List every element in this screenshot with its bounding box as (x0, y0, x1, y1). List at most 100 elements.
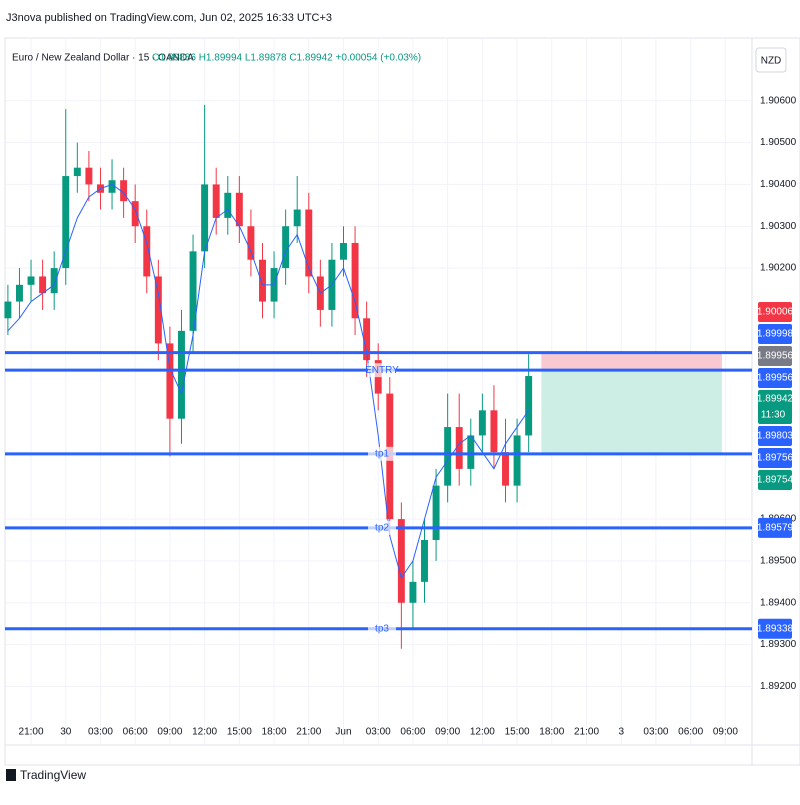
price-tag (758, 301, 792, 322)
x-tick-label: 12:00 (470, 727, 495, 738)
price-tag-label: 1.89803 (757, 431, 794, 442)
x-tick-label: 09:00 (157, 727, 182, 738)
logo (6, 769, 16, 781)
x-tick-label: 06:00 (123, 727, 148, 738)
currency-box[interactable] (755, 47, 787, 73)
candle-body (212, 184, 220, 218)
x-tick-label: 15:00 (505, 727, 530, 738)
price-tag-label: 1.89756 (757, 453, 794, 464)
y-tick-label: 1.89200 (760, 681, 797, 692)
candle-body (502, 452, 509, 486)
x-tick-label: 09:00 (435, 727, 460, 738)
x-tick-label: 03:00 (366, 727, 391, 738)
bar-countdown: 11:30 (761, 410, 786, 421)
y-tick-label: 1.90300 (760, 221, 797, 232)
price-tag (758, 345, 792, 366)
candle-body (282, 226, 290, 269)
price-tag-label: 1.89942 (757, 394, 794, 405)
candle-body (224, 192, 232, 218)
currency: NZD (761, 56, 782, 67)
candle-body (15, 284, 23, 302)
chart-frame (4, 37, 800, 766)
moving-average (7, 183, 530, 579)
candle-body (363, 318, 371, 361)
y-tick-label: 1.90500 (760, 137, 797, 148)
candle-body (513, 435, 521, 486)
candle-body (39, 276, 47, 294)
x-tick-label: 06:00 (678, 727, 703, 738)
candle-body (62, 176, 70, 269)
candle-body (478, 410, 486, 436)
x-tick-label: 21:00 (19, 727, 44, 738)
publish-info: J3nova published on TradingView.com, Jun… (6, 12, 332, 24)
footer-brand: TradingView (20, 768, 86, 782)
y-tick-label: 1.90400 (760, 179, 797, 190)
price-tag-label: 1.89956 (757, 373, 794, 384)
candle-body (143, 226, 151, 277)
y-tick-label: 1.89400 (760, 597, 797, 608)
price-tag-label: 1.89338 (757, 623, 794, 634)
y-tick-label: 1.89300 (760, 639, 797, 650)
level-label: tp2 (375, 523, 389, 534)
candle-body (467, 435, 475, 469)
price-tag (758, 618, 792, 639)
candle-body (85, 167, 93, 185)
price-tag-label: 1.89579 (757, 523, 794, 534)
candle-body (432, 485, 440, 541)
x-tick-label: 21:00 (574, 727, 599, 738)
candle-body (108, 180, 116, 193)
x-tick-label: 18:00 (262, 727, 287, 738)
y-tick-label: 1.89500 (760, 556, 797, 567)
candle-body (120, 180, 128, 202)
level-label: tp3 (375, 623, 389, 634)
level-label-bg (368, 446, 396, 461)
target-zone (541, 370, 722, 454)
price-tag-label: 1.89754 (757, 475, 794, 486)
candle-body (444, 427, 452, 486)
x-tick-label: 21:00 (296, 727, 321, 738)
candle-body (201, 184, 209, 252)
x-tick-label: 03:00 (88, 727, 113, 738)
x-tick-label: 18:00 (539, 727, 564, 738)
candle-body (247, 226, 255, 260)
price-tag-label: 1.89998 (757, 329, 794, 340)
ohlc-values: O1.89886 H1.89994 L1.89878 C1.89942 +0.0… (152, 53, 421, 64)
candle-body (259, 259, 266, 302)
price-tag (758, 323, 792, 344)
x-tick-label: 3 (618, 727, 624, 738)
candle-body (4, 301, 12, 319)
candle-body (305, 209, 313, 277)
price-tag (758, 367, 792, 388)
price-tag (758, 389, 792, 424)
candle-body (154, 276, 162, 344)
price-tag-label: 1.90006 (757, 307, 794, 318)
x-tick-label: 12:00 (192, 727, 217, 738)
candle-body (50, 268, 58, 294)
candle-body (421, 540, 428, 582)
stop-zone (541, 352, 722, 371)
candle-body (490, 410, 498, 453)
candle-body (235, 192, 243, 227)
price-tag (758, 447, 792, 468)
candle-body (397, 519, 405, 603)
candle-body (340, 242, 347, 260)
price-tag (758, 517, 792, 538)
symbol-title: Euro / New Zealand Dollar · 15 · OANDA (12, 53, 194, 64)
candle-body (131, 201, 139, 227)
x-tick-label: 15:00 (227, 727, 252, 738)
candle-body (293, 209, 301, 227)
candle-body (525, 376, 533, 436)
y-tick-label: 1.90600 (760, 95, 797, 106)
level-label-bg (368, 520, 396, 535)
level-label: tp1 (375, 448, 389, 459)
x-tick-label: 09:00 (713, 727, 738, 738)
x-tick-label: 30 (60, 727, 72, 738)
candle-body (189, 251, 197, 331)
y-tick-label: 1.90200 (760, 263, 797, 274)
x-tick-label: 03:00 (643, 727, 668, 738)
candle-body (455, 427, 463, 469)
price-tag-label: 1.89956 (757, 351, 794, 362)
candle-body (166, 343, 174, 419)
level-label-bg (368, 363, 396, 378)
